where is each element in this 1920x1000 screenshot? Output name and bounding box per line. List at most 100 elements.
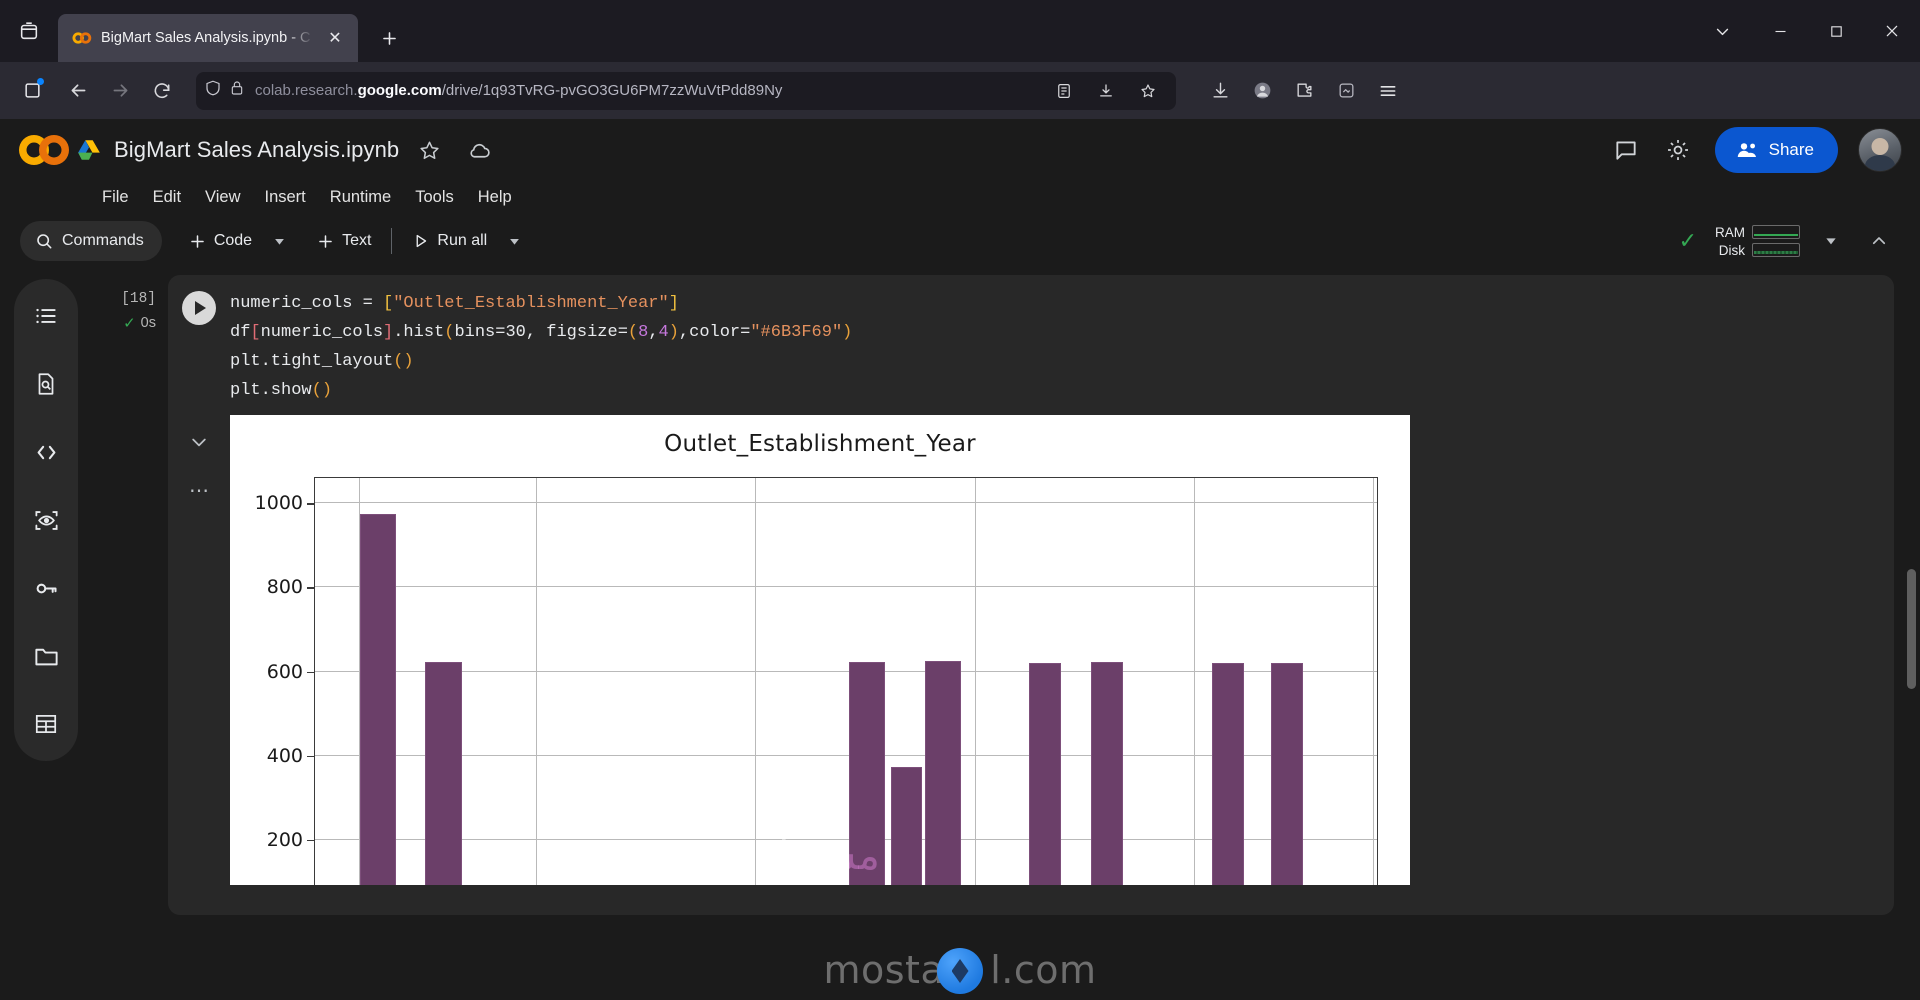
back-button[interactable]	[58, 71, 98, 111]
menu-item-tools[interactable]: Tools	[415, 187, 454, 206]
colab-app: BigMart Sales Analysis.ipynb Share File …	[0, 119, 1920, 1000]
colab-menu-bar: File Edit View Insert Runtime Tools Help	[0, 181, 1920, 213]
menu-item-edit[interactable]: Edit	[152, 187, 182, 206]
window-close-icon[interactable]	[1864, 0, 1920, 62]
resource-usage-meters: RAM Disk	[1711, 225, 1800, 258]
save-to-pocket-icon[interactable]	[1086, 71, 1126, 111]
menu-item-runtime[interactable]: Runtime	[329, 187, 392, 206]
grid-line-horizontal	[315, 670, 1377, 672]
header-actions: Share	[1603, 127, 1902, 173]
menu-item-file[interactable]: File	[102, 187, 129, 206]
browser-tab[interactable]: BigMart Sales Analysis.ipynb - C ✕	[58, 14, 358, 62]
cell-source-code[interactable]: numeric_cols = ["Outlet_Establishment_Ye…	[230, 294, 853, 400]
secrets-key-icon[interactable]	[23, 565, 69, 611]
chart-bar	[1091, 661, 1124, 885]
menu-item-view[interactable]: View	[205, 187, 241, 206]
tab-list-button[interactable]	[0, 0, 58, 62]
drive-icon[interactable]	[76, 137, 102, 163]
cell-success-check-icon: ✓	[123, 315, 136, 332]
find-replace-icon[interactable]	[23, 361, 69, 407]
run-all-button[interactable]: Run all	[400, 221, 499, 261]
urlbar-actions	[1044, 71, 1168, 111]
user-avatar[interactable]	[1858, 128, 1902, 172]
colab-logo-icon[interactable]	[14, 133, 76, 167]
reader-view-icon[interactable]	[1044, 71, 1084, 111]
y-axis-tick-label: 800	[266, 576, 316, 599]
share-button[interactable]: Share	[1714, 127, 1838, 173]
grid-line-vertical	[535, 478, 537, 885]
extensions-icon[interactable]	[1284, 71, 1324, 111]
disk-gauge	[1752, 243, 1800, 257]
star-icon[interactable]	[409, 130, 449, 170]
add-code-cell-button[interactable]: Code	[176, 221, 264, 261]
browser-extension-icon[interactable]	[1326, 71, 1366, 111]
grid-line-horizontal	[315, 754, 1377, 756]
chart-title: Outlet_Establishment_Year	[664, 431, 976, 457]
collapse-toolbar-icon[interactable]	[1862, 223, 1896, 259]
new-tab-button[interactable]	[370, 19, 408, 57]
toc-icon[interactable]	[23, 293, 69, 339]
minimize-icon[interactable]	[1752, 0, 1808, 62]
files-folder-icon[interactable]	[23, 633, 69, 679]
collapse-output-icon[interactable]	[182, 427, 216, 457]
y-axis-tick-label: 200	[266, 828, 316, 851]
gemini-eye-icon[interactable]	[23, 497, 69, 543]
disk-meter-row: Disk	[1711, 243, 1800, 258]
url-bar[interactable]: colab.research.google.com/drive/1q93TvRG…	[196, 71, 1176, 111]
list-all-tabs-icon[interactable]	[1692, 0, 1752, 62]
bookmark-star-icon[interactable]	[1128, 71, 1168, 111]
grid-line-horizontal	[315, 586, 1377, 588]
matplotlib-figure: Outlet_Establishment_Year 200 400 600 800 10…	[230, 415, 1410, 885]
forward-button	[100, 71, 140, 111]
grid-line-vertical	[1372, 478, 1374, 885]
notebook-title[interactable]: BigMart Sales Analysis.ipynb	[114, 137, 400, 162]
menu-item-help[interactable]: Help	[477, 187, 512, 206]
settings-gear-icon[interactable]	[1655, 127, 1701, 173]
shield-icon[interactable]	[204, 79, 222, 102]
y-axis-tick-label: 1000	[254, 492, 316, 515]
run-cell-button[interactable]	[182, 291, 216, 325]
chart-bar	[425, 662, 462, 885]
firefox-view-button[interactable]	[12, 71, 52, 111]
add-text-cell-button[interactable]: Text	[304, 221, 383, 261]
chart-bar	[1028, 663, 1061, 885]
run-all-dropdown-icon[interactable]	[499, 223, 529, 259]
runtime-status-pill[interactable]: ✓ RAM Disk	[1665, 219, 1902, 263]
grid-line-horizontal	[315, 838, 1377, 840]
add-code-label: Code	[213, 232, 253, 249]
runtime-dropdown-icon[interactable]	[1814, 223, 1848, 259]
browser-nav-bar: colab.research.google.com/drive/1q93TvRG…	[0, 62, 1920, 119]
close-icon[interactable]: ✕	[328, 30, 342, 47]
app-menu-icon[interactable]	[1368, 71, 1408, 111]
chart-plot-area: 200 400 600 800 1000	[255, 477, 1378, 885]
downloads-icon[interactable]	[1200, 71, 1240, 111]
add-code-dropdown-icon[interactable]	[264, 223, 294, 259]
ram-label: RAM	[1715, 224, 1745, 240]
notebook-area: [18] ✓ 0s numeric_cols = ["Outlet_Establ…	[92, 269, 1920, 1000]
chart-bar	[1270, 662, 1303, 885]
disk-label: Disk	[1718, 242, 1745, 258]
chart-bar	[849, 661, 886, 885]
colab-header: BigMart Sales Analysis.ipynb Share	[0, 119, 1920, 181]
toolbar-divider	[391, 228, 393, 254]
code-snippets-icon[interactable]	[23, 429, 69, 475]
sidebar-rail	[14, 279, 78, 761]
commands-label: Commands	[62, 232, 144, 249]
comment-icon[interactable]	[1603, 127, 1649, 173]
browser-tab-title: BigMart Sales Analysis.ipynb - C	[101, 30, 311, 46]
drive-sync-cloud-icon[interactable]	[459, 130, 499, 170]
account-icon[interactable]	[1242, 71, 1282, 111]
execution-count: [18]	[121, 291, 156, 307]
maximize-icon[interactable]	[1808, 0, 1864, 62]
notebook-scrollbar[interactable]	[1907, 569, 1916, 689]
commands-button[interactable]: Commands	[20, 221, 162, 261]
menu-item-insert[interactable]: Insert	[264, 187, 306, 206]
data-table-icon[interactable]	[23, 701, 69, 747]
reload-button[interactable]	[142, 71, 182, 111]
lock-icon[interactable]	[229, 80, 245, 101]
output-gutter: ⋯	[168, 415, 230, 915]
colab-sidebar	[0, 269, 92, 1000]
chart-bar	[924, 661, 961, 885]
output-more-options-icon[interactable]: ⋯	[189, 479, 209, 502]
code-cell: [18] ✓ 0s numeric_cols = ["Outlet_Establ…	[92, 275, 1894, 915]
